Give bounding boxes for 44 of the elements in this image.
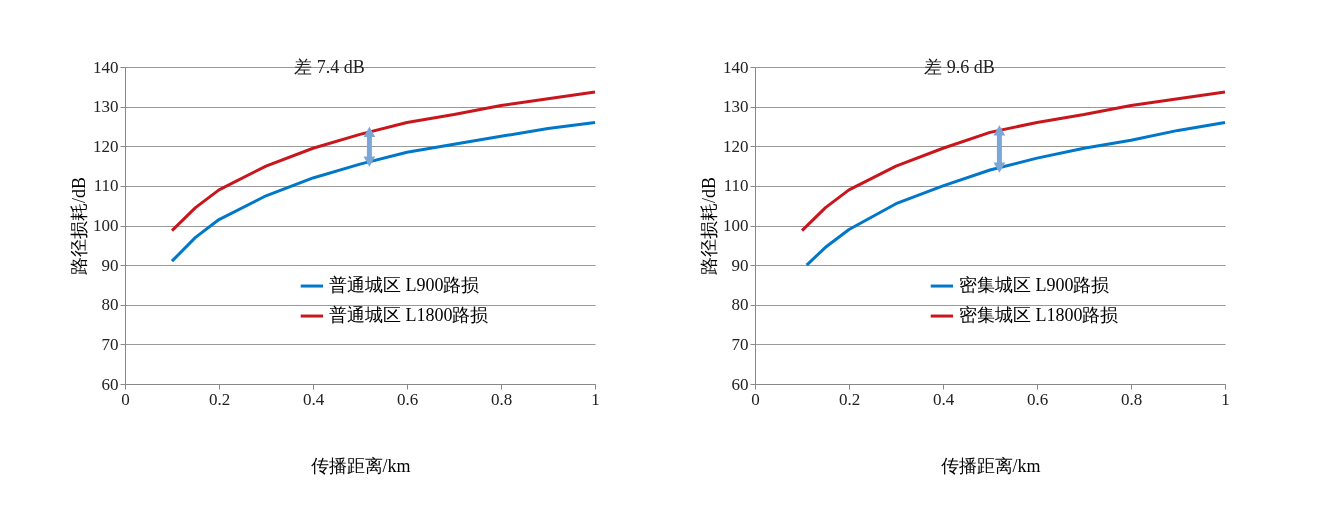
x-axis-title: 传播距离/km [940, 455, 1041, 476]
y-tick-label: 100 [723, 216, 749, 235]
line-series [800, 90, 1227, 233]
y-tick-label: 70 [731, 334, 749, 354]
y-tick-label: 90 [731, 255, 749, 275]
y-tick-label: 80 [101, 295, 119, 315]
y-tick-label: 110 [723, 176, 749, 196]
x-tick-label: 0.4 [302, 389, 325, 409]
x-tick-label: 1 [1221, 389, 1230, 409]
y-tick-label: 70 [101, 334, 119, 354]
y-tick-label: 130 [93, 97, 119, 117]
x-tick-label: 0.6 [1026, 389, 1049, 409]
x-tick-label: 1 [591, 389, 600, 409]
legend-label: 普通城区 L900路损 [328, 275, 480, 296]
y-axis-title: 路径损耗/dB [699, 176, 719, 276]
x-tick-label: 0 [751, 389, 760, 409]
y-tick-label: 100 [93, 216, 119, 235]
legend-label: 密集城区 L900路损 [958, 275, 1110, 296]
y-axis-title: 路径损耗/dB [69, 176, 89, 276]
line-series [170, 90, 597, 233]
x-tick-label: 0.2 [838, 389, 861, 409]
y-tick-label: 120 [93, 136, 119, 156]
x-tick-label: 0.4 [932, 389, 955, 409]
y-tick-label: 90 [101, 255, 119, 275]
annotation: 差 7.4 dB [294, 57, 365, 78]
y-tick-label: 130 [723, 97, 749, 117]
y-tick-label: 140 [723, 57, 749, 77]
legend-label: 密集城区 L1800路损 [958, 305, 1119, 326]
y-tick-label: 60 [731, 374, 749, 394]
y-tick-label: 80 [731, 295, 749, 315]
x-tick-label: 0.8 [1120, 389, 1143, 409]
line-series [805, 120, 1227, 267]
y-tick-label: 60 [101, 374, 119, 394]
y-tick-label: 110 [93, 176, 119, 196]
x-tick-label: 0.2 [208, 389, 231, 409]
y-tick-label: 120 [723, 136, 749, 156]
x-axis-title: 传播距离/km [310, 455, 411, 476]
y-tick-label: 140 [93, 57, 119, 77]
x-tick-label: 0.8 [490, 389, 513, 409]
x-tick-label: 0.6 [396, 389, 419, 409]
x-tick-label: 0 [121, 389, 130, 409]
annotation: 差 9.6 dB [924, 57, 995, 78]
legend-label: 普通城区 L1800路损 [328, 305, 489, 326]
line-series [170, 120, 597, 263]
